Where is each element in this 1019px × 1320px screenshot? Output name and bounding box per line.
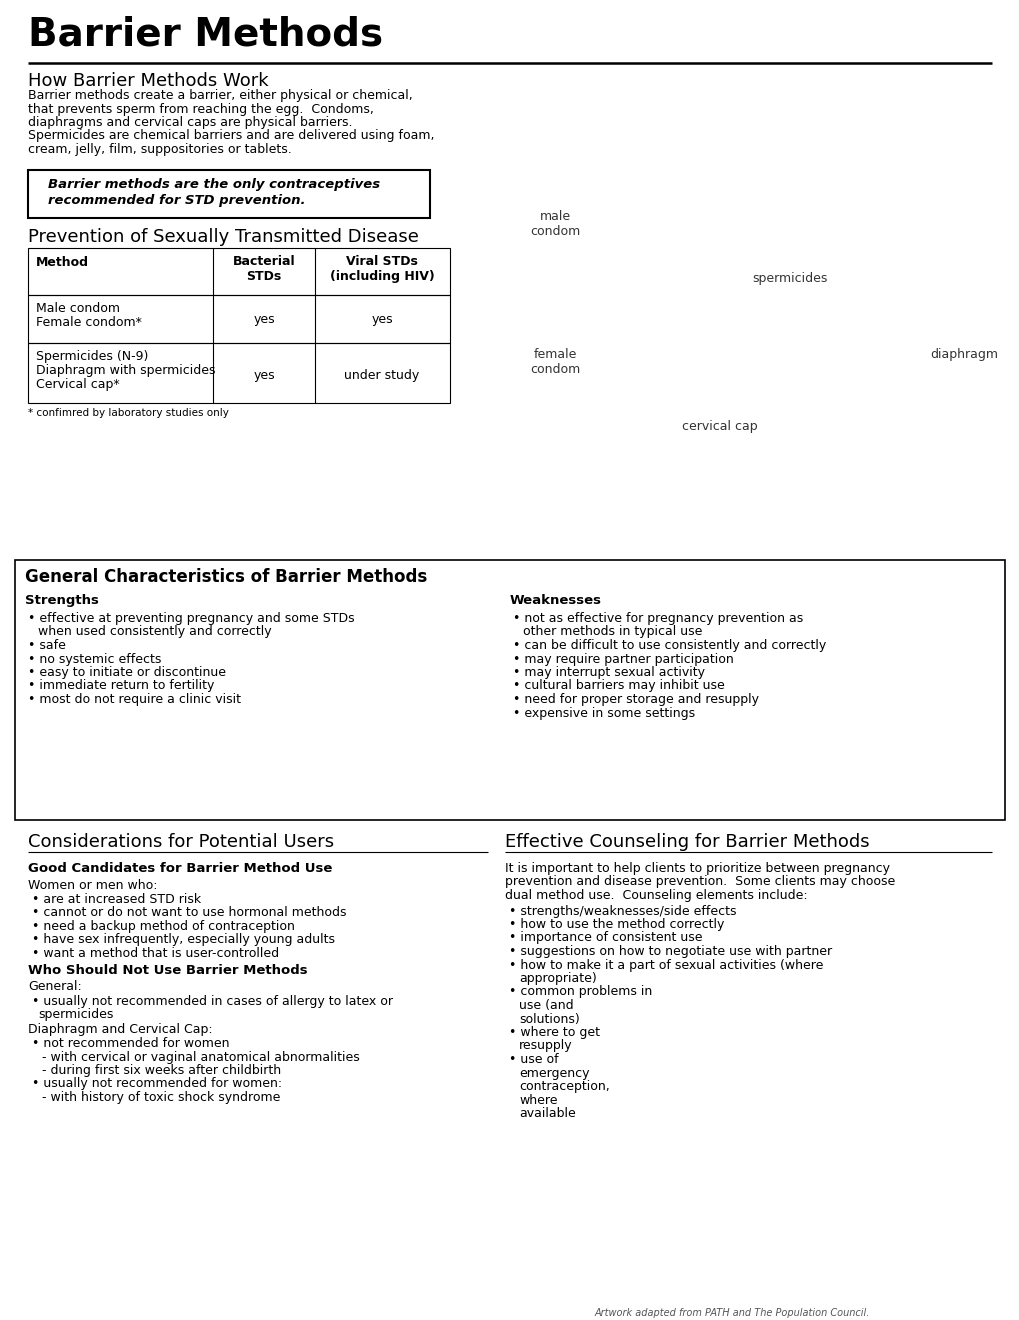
Text: • not recommended for women: • not recommended for women (32, 1038, 229, 1049)
Text: dual method use.  Counseling elements include:: dual method use. Counseling elements inc… (504, 888, 807, 902)
Text: Male condom: Male condom (36, 302, 120, 315)
Text: emergency: emergency (519, 1067, 589, 1080)
Text: recommended for STD prevention.: recommended for STD prevention. (48, 194, 306, 207)
Text: General Characteristics of Barrier Methods: General Characteristics of Barrier Metho… (25, 568, 427, 586)
Bar (28, 343, 449, 403)
Text: • can be difficult to use consistently and correctly: • can be difficult to use consistently a… (513, 639, 825, 652)
Text: • may interrupt sexual activity: • may interrupt sexual activity (513, 667, 704, 678)
Text: • safe: • safe (28, 639, 66, 652)
Text: • use of: • use of (508, 1053, 558, 1067)
Text: Strengths: Strengths (25, 594, 99, 607)
Text: • effective at preventing pregnancy and some STDs: • effective at preventing pregnancy and … (28, 612, 355, 624)
Text: yes: yes (371, 313, 392, 326)
Text: prevention and disease prevention.  Some clients may choose: prevention and disease prevention. Some … (504, 875, 895, 888)
Text: Artwork adapted from PATH and The Population Council.: Artwork adapted from PATH and The Popula… (594, 1308, 869, 1317)
Text: • are at increased STD risk: • are at increased STD risk (32, 894, 201, 906)
Text: yes: yes (253, 370, 274, 381)
Text: - with cervical or vaginal anatomical abnormalities: - with cervical or vaginal anatomical ab… (42, 1051, 360, 1064)
Bar (28, 170, 430, 218)
Text: Method: Method (36, 256, 89, 269)
Text: • expensive in some settings: • expensive in some settings (513, 706, 694, 719)
Text: Diaphragm and Cervical Cap:: Diaphragm and Cervical Cap: (28, 1023, 212, 1036)
Text: Barrier methods create a barrier, either physical or chemical,: Barrier methods create a barrier, either… (28, 88, 413, 102)
Bar (28, 248, 449, 294)
Text: use (and: use (and (519, 999, 573, 1012)
Text: when used consistently and correctly: when used consistently and correctly (38, 626, 271, 639)
Text: • where to get: • where to get (508, 1026, 599, 1039)
Text: Who Should Not Use Barrier Methods: Who Should Not Use Barrier Methods (28, 965, 308, 978)
Text: Spermicides are chemical barriers and are delivered using foam,: Spermicides are chemical barriers and ar… (28, 129, 434, 143)
Text: How Barrier Methods Work: How Barrier Methods Work (28, 73, 268, 90)
Text: resupply: resupply (519, 1040, 572, 1052)
Text: other methods in typical use: other methods in typical use (523, 626, 702, 639)
Text: contraception,: contraception, (519, 1080, 609, 1093)
Text: cream, jelly, film, suppositories or tablets.: cream, jelly, film, suppositories or tab… (28, 143, 291, 156)
Text: • usually not recommended in cases of allergy to latex or: • usually not recommended in cases of al… (32, 994, 392, 1007)
Text: • how to make it a part of sexual activities (where: • how to make it a part of sexual activi… (508, 958, 822, 972)
Text: • common problems in: • common problems in (508, 986, 651, 998)
Text: • cannot or do not want to use hormonal methods: • cannot or do not want to use hormonal … (32, 907, 346, 920)
Text: Effective Counseling for Barrier Methods: Effective Counseling for Barrier Methods (504, 833, 869, 851)
Text: Female condom*: Female condom* (36, 315, 142, 329)
Text: • usually not recommended for women:: • usually not recommended for women: (32, 1077, 282, 1090)
Text: • want a method that is user-controlled: • want a method that is user-controlled (32, 946, 279, 960)
Text: Weaknesses: Weaknesses (510, 594, 601, 607)
Text: • most do not require a clinic visit: • most do not require a clinic visit (28, 693, 240, 706)
Text: - with history of toxic shock syndrome: - with history of toxic shock syndrome (42, 1092, 280, 1104)
Text: solutions): solutions) (519, 1012, 579, 1026)
Text: • have sex infrequently, especially young adults: • have sex infrequently, especially youn… (32, 933, 334, 946)
Text: • suggestions on how to negotiate use with partner: • suggestions on how to negotiate use wi… (508, 945, 832, 958)
Text: - during first six weeks after childbirth: - during first six weeks after childbirt… (42, 1064, 281, 1077)
Text: General:: General: (28, 981, 82, 994)
Text: • not as effective for pregnancy prevention as: • not as effective for pregnancy prevent… (513, 612, 803, 624)
Text: Diaphragm with spermicides: Diaphragm with spermicides (36, 364, 215, 378)
Text: • easy to initiate or discontinue: • easy to initiate or discontinue (28, 667, 226, 678)
Text: under study: under study (344, 370, 419, 381)
Text: Cervical cap*: Cervical cap* (36, 378, 119, 391)
Text: spermicides: spermicides (752, 272, 826, 285)
Text: Good Candidates for Barrier Method Use: Good Candidates for Barrier Method Use (28, 862, 332, 875)
Text: Women or men who:: Women or men who: (28, 879, 157, 892)
Text: * confimred by laboratory studies only: * confimred by laboratory studies only (28, 408, 228, 418)
Text: Spermicides (N-9): Spermicides (N-9) (36, 350, 148, 363)
Text: cervical cap: cervical cap (682, 420, 757, 433)
Text: • immediate return to fertility: • immediate return to fertility (28, 680, 214, 693)
Text: diaphragms and cervical caps are physical barriers.: diaphragms and cervical caps are physica… (28, 116, 353, 129)
Text: where: where (519, 1093, 557, 1106)
Text: • need for proper storage and resupply: • need for proper storage and resupply (513, 693, 758, 706)
Text: • importance of consistent use: • importance of consistent use (508, 932, 702, 945)
Text: female
condom: female condom (529, 348, 580, 376)
Text: spermicides: spermicides (38, 1008, 113, 1020)
Text: appropriate): appropriate) (519, 972, 596, 985)
Text: • strengths/weaknesses/side effects: • strengths/weaknesses/side effects (508, 904, 736, 917)
Text: Viral STDs
(including HIV): Viral STDs (including HIV) (329, 255, 434, 282)
Text: Barrier methods are the only contraceptives: Barrier methods are the only contracepti… (48, 178, 380, 191)
Text: available: available (519, 1107, 575, 1119)
Text: diaphragm: diaphragm (929, 348, 997, 360)
Bar (28, 294, 449, 343)
Bar (15, 560, 1004, 820)
Text: male
condom: male condom (529, 210, 580, 238)
Text: Considerations for Potential Users: Considerations for Potential Users (28, 833, 334, 851)
Text: Prevention of Sexually Transmitted Disease: Prevention of Sexually Transmitted Disea… (28, 228, 419, 246)
Text: • need a backup method of contraception: • need a backup method of contraception (32, 920, 294, 933)
Text: • how to use the method correctly: • how to use the method correctly (508, 917, 723, 931)
Text: yes: yes (253, 313, 274, 326)
Text: Barrier Methods: Barrier Methods (28, 15, 383, 53)
Text: that prevents sperm from reaching the egg.  Condoms,: that prevents sperm from reaching the eg… (28, 103, 374, 116)
Text: • no systemic effects: • no systemic effects (28, 652, 161, 665)
Text: • may require partner participation: • may require partner participation (513, 652, 733, 665)
Text: It is important to help clients to prioritize between pregnancy: It is important to help clients to prior… (504, 862, 890, 875)
Text: Bacterial
STDs: Bacterial STDs (232, 255, 296, 282)
Text: • cultural barriers may inhibit use: • cultural barriers may inhibit use (513, 680, 725, 693)
